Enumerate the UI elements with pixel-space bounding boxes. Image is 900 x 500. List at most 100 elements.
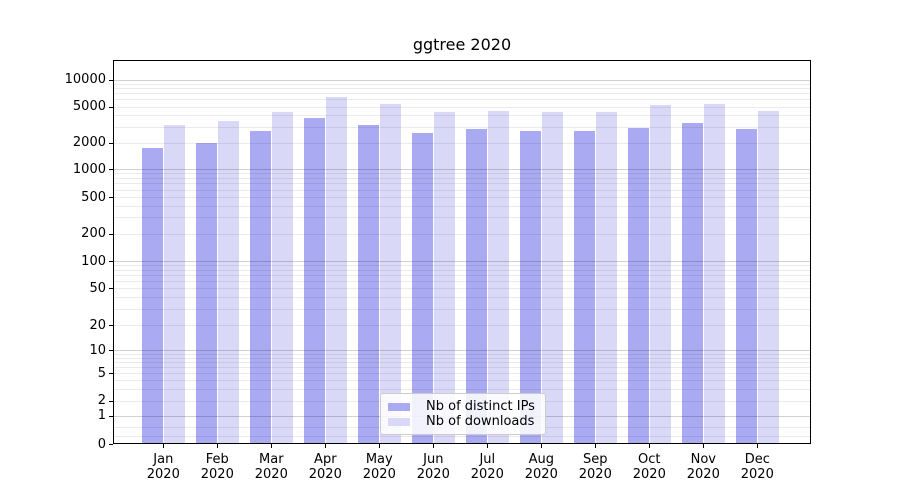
x-tick-mark-may	[379, 444, 381, 448]
y-tick-mark-2	[109, 400, 113, 402]
y-tick-mark-5000	[109, 106, 113, 108]
y-tick-label-0: 0	[97, 436, 106, 452]
y-tick-label-50: 50	[89, 280, 106, 296]
x-tick-mark-jul	[487, 444, 489, 448]
x-tick-mark-feb	[217, 444, 219, 448]
bar-downloads-nov	[703, 103, 725, 443]
bar-distinct-ips-jul	[465, 129, 487, 443]
x-tick-mark-jun	[433, 444, 435, 448]
bar-distinct-ips-mar	[249, 130, 271, 443]
y-tick-label-5000: 5000	[72, 99, 106, 114]
y-tick-label-5: 5	[97, 365, 106, 381]
y-tick-mark-50	[109, 288, 113, 290]
gridline-minor-800	[114, 178, 810, 179]
bar-downloads-oct	[649, 104, 671, 443]
y-tick-mark-100	[109, 261, 113, 262]
bar-downloads-sep	[595, 112, 617, 443]
gridline-minor-90	[114, 265, 810, 267]
gridline-minor-4	[114, 379, 810, 381]
bar-distinct-ips-apr	[303, 118, 325, 443]
y-tick-mark-500	[109, 197, 113, 198]
bar-downloads-jan	[163, 125, 185, 443]
bar-downloads-jul	[487, 110, 509, 443]
gridline-major-10	[114, 350, 810, 351]
y-tick-label-500: 500	[81, 189, 106, 205]
legend-label-distinct-ips: Nb of distinct IPs	[426, 399, 535, 414]
gridline-minor-700	[114, 183, 810, 185]
bar-distinct-ips-may	[357, 125, 379, 443]
x-tick-label-jun: Jun 2020	[416, 452, 450, 482]
y-tick-mark-10000	[109, 79, 113, 81]
gridline-major-10000	[114, 79, 810, 81]
gridline-minor-6000	[114, 99, 810, 101]
gridline-minor-600	[114, 189, 810, 191]
x-tick-label-aug: Aug 2020	[524, 452, 558, 482]
bar-distinct-ips-jan	[141, 147, 163, 443]
legend-swatch-downloads	[388, 417, 410, 426]
gridline-minor-400	[114, 205, 810, 207]
y-tick-label-2000: 2000	[72, 135, 106, 150]
gridline-minor-3000	[114, 126, 810, 128]
bar-downloads-may	[379, 103, 401, 443]
x-tick-mark-dec	[757, 444, 759, 448]
y-tick-mark-0	[109, 444, 113, 445]
y-tick-mark-5	[109, 373, 113, 375]
gridline-minor-3	[114, 388, 810, 390]
gridline-minor-5000	[114, 106, 810, 108]
gridline-minor-30	[114, 308, 810, 310]
x-tick-mark-jan	[163, 444, 165, 448]
y-tick-label-200: 200	[81, 226, 106, 242]
y-tick-label-100: 100	[81, 253, 106, 269]
gridline-minor-70	[114, 275, 810, 277]
gridline-minor-8	[114, 357, 810, 359]
bar-distinct-ips-aug	[519, 130, 541, 443]
x-tick-mark-oct	[649, 444, 651, 448]
gridline-minor-80	[114, 269, 810, 271]
x-tick-label-oct: Oct 2020	[632, 452, 666, 482]
y-tick-label-10000: 10000	[64, 72, 106, 87]
legend-label-downloads: Nb of downloads	[426, 414, 535, 429]
x-tick-mark-aug	[541, 444, 543, 448]
x-tick-label-apr: Apr 2020	[308, 452, 342, 482]
bar-downloads-jun	[433, 112, 455, 443]
gridline-minor-6	[114, 367, 810, 369]
y-tick-mark-10	[109, 350, 113, 351]
x-tick-label-may: May 2020	[362, 452, 396, 482]
gridline-minor-8000	[114, 88, 810, 90]
y-tick-label-1000: 1000	[72, 161, 106, 177]
gridline-minor-0.2	[114, 436, 810, 437]
y-tick-mark-20	[109, 325, 113, 326]
gridline-minor-50	[114, 288, 810, 290]
y-tick-mark-1	[109, 415, 113, 417]
legend-item-distinct-ips: Nb of distinct IPs	[388, 400, 537, 413]
bar-downloads-apr	[325, 97, 347, 443]
gridline-minor-200	[114, 233, 810, 235]
gridline-major-1000	[114, 169, 810, 170]
gridline-minor-4000	[114, 115, 810, 117]
x-tick-label-sep: Sep 2020	[578, 452, 612, 482]
bar-distinct-ips-jun	[411, 132, 433, 443]
x-tick-label-nov: Nov 2020	[686, 452, 720, 482]
gridline-minor-2000	[114, 142, 810, 144]
legend: Nb of distinct IPs Nb of downloads	[380, 393, 546, 435]
legend-swatch-distinct-ips	[388, 402, 410, 411]
x-tick-label-feb: Feb 2020	[200, 452, 234, 482]
bar-distinct-ips-nov	[681, 122, 703, 443]
chart-title: ggtree 2020	[412, 35, 512, 54]
bar-downloads-mar	[271, 111, 293, 443]
gridline-minor-20	[114, 325, 810, 326]
gridline-minor-40	[114, 297, 810, 299]
legend-item-downloads: Nb of downloads	[388, 415, 537, 428]
gridline-minor-300	[114, 217, 810, 219]
gridline-minor-7	[114, 361, 810, 363]
x-tick-label-jul: Jul 2020	[470, 452, 504, 482]
x-tick-label-dec: Dec 2020	[740, 452, 774, 482]
gridline-minor-900	[114, 173, 810, 175]
x-tick-mark-nov	[703, 444, 705, 448]
bar-downloads-dec	[757, 111, 779, 443]
gridline-major-100	[114, 261, 810, 262]
gridline-minor-9000	[114, 83, 810, 85]
bar-downloads-feb	[217, 121, 239, 443]
gridline-minor-60	[114, 281, 810, 283]
